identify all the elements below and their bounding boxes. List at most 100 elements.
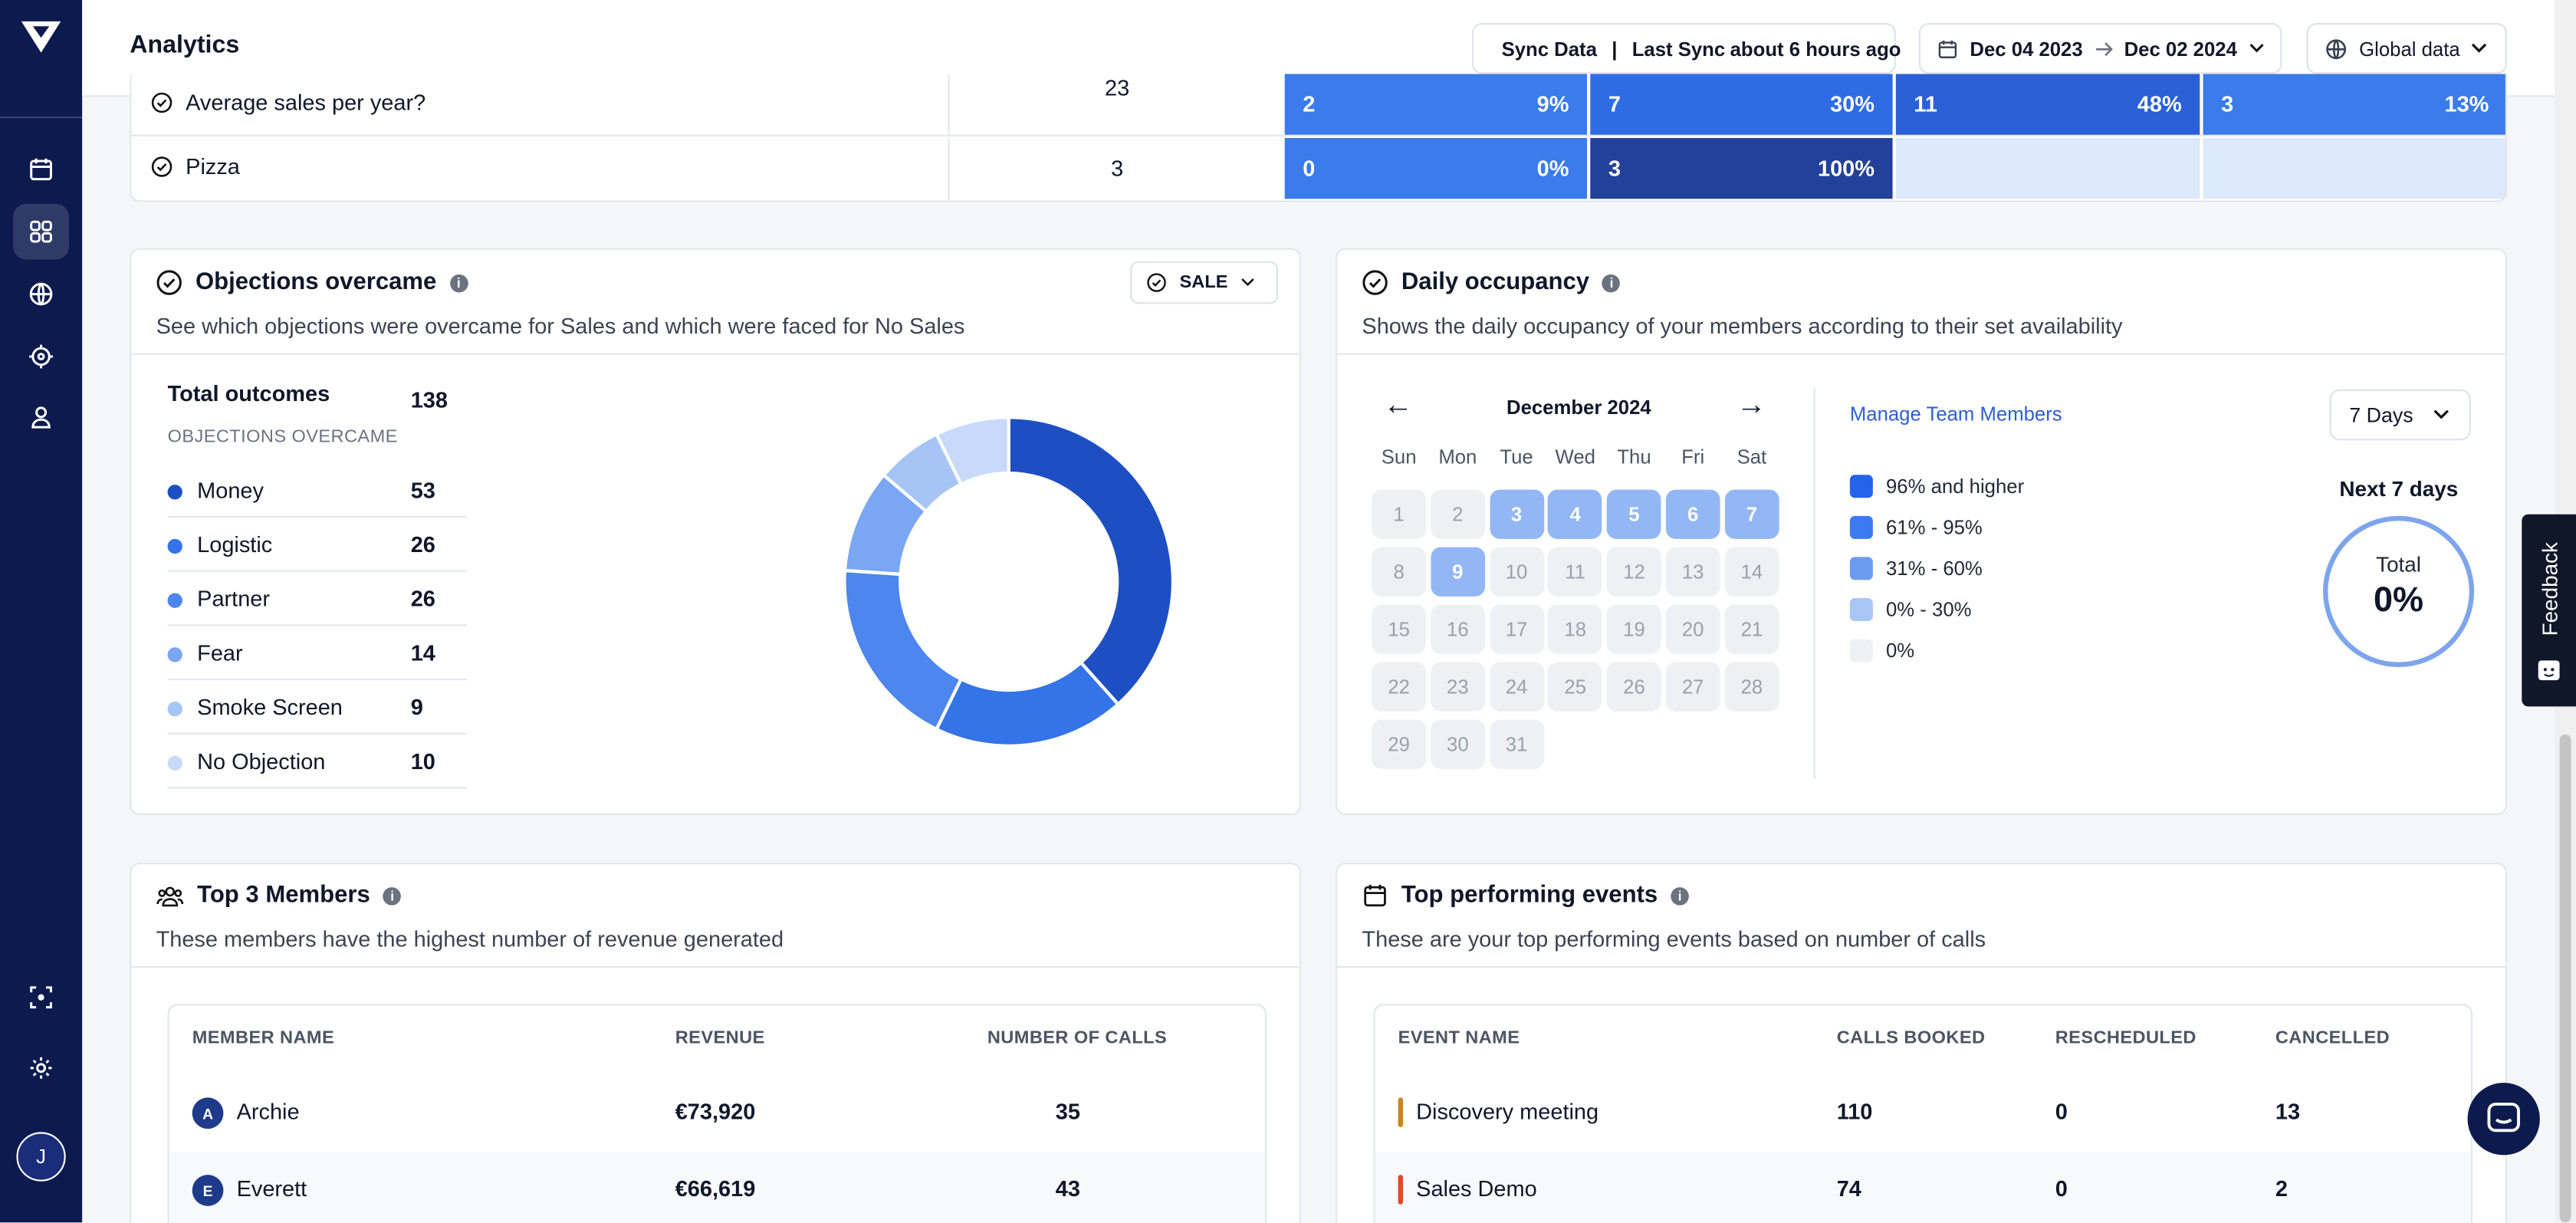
card-divider xyxy=(1337,966,2505,968)
next-month-button[interactable]: → xyxy=(1737,387,1766,421)
chat-launcher-button[interactable] xyxy=(2467,1083,2540,1156)
table-row[interactable]: Discovery meeting 110 0 13 xyxy=(1375,1074,2471,1150)
calendar-day[interactable]: 5 xyxy=(1607,489,1661,539)
focus-icon[interactable] xyxy=(13,969,69,1025)
calendar-day[interactable]: 10 xyxy=(1489,547,1544,597)
prev-month-button[interactable]: ← xyxy=(1383,387,1413,421)
check-circle-icon xyxy=(1147,273,1166,292)
scrollbar-thumb[interactable] xyxy=(2559,734,2571,1223)
calendar-day[interactable]: 4 xyxy=(1548,489,1603,539)
sync-label: Sync Data xyxy=(1501,37,1597,61)
weekday-label: Fri xyxy=(1681,445,1705,468)
calendar-day[interactable]: 24 xyxy=(1489,662,1544,712)
objections-filter-select[interactable]: SALE xyxy=(1130,261,1279,304)
top-members-card: Top 3 Members i These members have the h… xyxy=(130,863,1302,1223)
weekday-label: Sun xyxy=(1381,445,1417,468)
calendar-day[interactable]: 1 xyxy=(1372,489,1426,539)
donut-slice-money[interactable] xyxy=(1007,416,1175,707)
calendar-day[interactable]: 31 xyxy=(1489,719,1544,769)
table-row[interactable]: Pizza 3 0 0% 3 100% xyxy=(131,138,2505,201)
card-divider xyxy=(131,353,1300,355)
calendar-day[interactable]: 26 xyxy=(1607,662,1661,712)
chevron-down-icon xyxy=(2472,43,2488,53)
legend-item: Money 53 xyxy=(167,463,467,518)
donut-slice-partner[interactable] xyxy=(843,568,964,731)
table-row[interactable]: Average sales per year? 23 2 9% 7 30% 11 48… xyxy=(131,74,2505,136)
segment-cell: 11 48% xyxy=(1895,74,2200,135)
event-rescheduled: 0 xyxy=(2055,1099,2068,1124)
info-icon[interactable]: i xyxy=(449,273,468,292)
calendar-day[interactable]: 19 xyxy=(1607,604,1661,654)
chevron-down-icon xyxy=(1241,278,1255,287)
calendar-icon xyxy=(1938,39,1957,58)
donut-slice-logistic[interactable] xyxy=(934,660,1121,748)
calendar-day[interactable]: 18 xyxy=(1548,604,1603,654)
donut-slice-no-objection[interactable] xyxy=(934,416,1010,487)
calendar-icon xyxy=(1364,884,1386,907)
info-icon[interactable]: i xyxy=(383,886,402,905)
avatar: E xyxy=(192,1175,224,1206)
calendar-day[interactable]: 17 xyxy=(1489,604,1544,654)
weekday-label: Wed xyxy=(1555,445,1595,468)
column-divider xyxy=(948,74,950,136)
calendar-day[interactable]: 27 xyxy=(1665,662,1720,712)
calendar-day[interactable]: 3 xyxy=(1489,489,1544,539)
calendar-day[interactable]: 22 xyxy=(1372,662,1426,712)
calendar-day[interactable]: 15 xyxy=(1372,604,1426,654)
member-calls: 35 xyxy=(1055,1099,1080,1124)
row-total: 23 xyxy=(1105,75,1130,100)
manage-team-link[interactable]: Manage Team Members xyxy=(1849,403,2062,426)
table-row[interactable]: Sales Demo 74 0 2 xyxy=(1375,1152,2471,1223)
sync-data-button[interactable]: Sync Data | Last Sync about 6 hours ago xyxy=(1472,23,1901,74)
calendar-day[interactable]: 23 xyxy=(1430,662,1485,712)
column-header: REVENUE xyxy=(675,1028,765,1049)
table-row[interactable]: E Everett €66,619 43 xyxy=(169,1152,1265,1223)
check-circle-icon xyxy=(151,156,172,177)
objections-title-text: Objections overcame xyxy=(195,269,437,296)
table-row[interactable]: A Archie €73,920 35 xyxy=(169,1074,1265,1150)
legend-label: 0% - 30% xyxy=(1886,598,1972,621)
chevron-down-icon xyxy=(2249,44,2263,53)
scope-select[interactable]: Global data xyxy=(2306,23,2507,74)
calendar-day[interactable]: 13 xyxy=(1665,547,1720,597)
calendar-day[interactable]: 6 xyxy=(1665,489,1720,539)
calendar-day[interactable]: 8 xyxy=(1372,547,1426,597)
calendar-day[interactable]: 14 xyxy=(1724,547,1779,597)
calendar-day[interactable]: 20 xyxy=(1665,604,1720,654)
calendar-day[interactable]: 7 xyxy=(1724,489,1779,539)
occupancy-legend-item: 0% - 30% xyxy=(1849,598,1972,621)
calendar-divider xyxy=(1813,387,1815,779)
date-range-picker[interactable]: Dec 04 2023 Dec 02 2024 xyxy=(1918,23,2282,74)
calendar-day[interactable]: 30 xyxy=(1430,719,1485,769)
event-rescheduled: 0 xyxy=(2055,1176,2068,1202)
calendar-day[interactable]: 2 xyxy=(1430,489,1485,539)
team-icon[interactable] xyxy=(13,390,69,445)
legend-item: Fear 14 xyxy=(167,626,467,681)
last-sync-label: Last Sync xyxy=(1631,37,1726,61)
info-icon[interactable]: i xyxy=(1671,886,1689,905)
calendar-day[interactable]: 21 xyxy=(1724,604,1779,654)
info-icon[interactable]: i xyxy=(1602,273,1621,292)
calendar-icon[interactable] xyxy=(13,141,69,197)
target-icon[interactable] xyxy=(13,329,69,385)
calendar-day[interactable]: 29 xyxy=(1372,719,1426,769)
calendar-day[interactable]: 9 xyxy=(1430,547,1485,597)
dashboard-icon[interactable] xyxy=(13,203,70,260)
user-avatar[interactable]: J xyxy=(16,1132,66,1182)
objections-subtitle: See which objections were overcame for S… xyxy=(156,314,965,339)
calendar-day[interactable]: 25 xyxy=(1548,662,1603,712)
legend-dot xyxy=(167,702,182,717)
calendar-day[interactable]: 11 xyxy=(1548,547,1603,597)
legend-label: 96% and higher xyxy=(1886,475,2025,498)
calendar-day[interactable]: 16 xyxy=(1430,604,1485,654)
arrow-right-icon xyxy=(2095,41,2113,56)
feedback-tab[interactable]: Feedback xyxy=(2522,514,2576,707)
questions-table: Average sales per year? 23 2 9% 7 30% 11 48… xyxy=(130,74,2508,202)
logo[interactable] xyxy=(0,0,82,72)
settings-icon[interactable] xyxy=(13,1040,69,1096)
calendar-day[interactable]: 12 xyxy=(1607,547,1661,597)
calendar-day[interactable]: 28 xyxy=(1724,662,1779,712)
top-events-title: Top performing events i xyxy=(1362,883,1689,909)
globe-icon[interactable] xyxy=(13,266,69,322)
range-select[interactable]: 7 Days xyxy=(2329,389,2471,441)
